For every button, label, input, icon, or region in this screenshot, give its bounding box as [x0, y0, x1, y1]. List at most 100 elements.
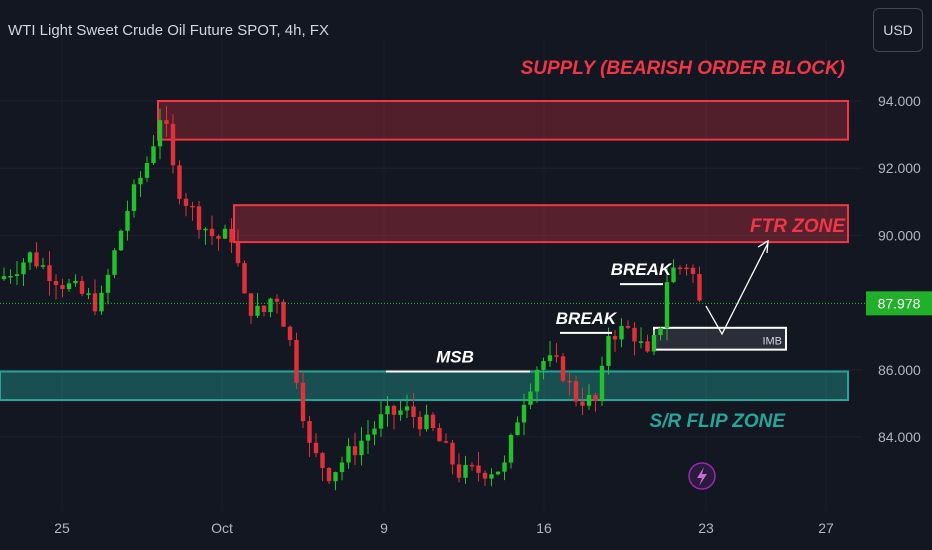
candle-down	[612, 336, 618, 340]
imb-label: IMB	[762, 336, 782, 348]
candle-up	[27, 252, 33, 263]
candle-down	[573, 381, 579, 402]
candle-down	[326, 467, 332, 482]
sr-flip-label: S/R FLIP ZONE	[650, 411, 787, 432]
candle-up	[66, 283, 72, 290]
candle-down	[287, 326, 293, 341]
candle-down	[170, 123, 176, 166]
candle-up	[385, 405, 390, 415]
candle-up	[144, 163, 150, 178]
candle-down	[567, 380, 572, 383]
candle-up	[40, 265, 46, 267]
x-tick-label: 9	[380, 520, 388, 536]
annotations: MSB BREAK BREAK	[0, 239, 866, 490]
candle-down	[417, 416, 423, 430]
x-tick-label: 27	[818, 520, 834, 536]
candle-down	[79, 281, 85, 294]
candle-up	[658, 327, 663, 336]
candle-down	[450, 442, 455, 465]
candle-up	[586, 394, 592, 406]
candle-up	[515, 422, 520, 435]
annotation-label: BREAK	[611, 260, 673, 279]
candle-up	[495, 471, 501, 475]
candle-down	[248, 293, 254, 316]
arrow-head	[757, 239, 769, 254]
candle-up	[619, 326, 624, 340]
last-price-tag	[866, 291, 932, 316]
candle-down	[443, 441, 449, 443]
candle-up	[541, 361, 546, 370]
candle-down	[34, 252, 39, 267]
candle-up	[86, 293, 91, 295]
candle-down	[684, 267, 689, 270]
candle-down	[60, 285, 65, 290]
candle-down	[190, 205, 195, 208]
candle-down	[554, 355, 559, 357]
ftr-zone-label: FTR ZONE	[750, 216, 846, 237]
last-price-label: 87.978	[878, 295, 921, 311]
candle-down	[274, 298, 280, 302]
x-tick-label: 25	[54, 520, 70, 536]
candle-up	[255, 305, 260, 316]
candle-up	[118, 230, 124, 251]
candle-down	[632, 327, 637, 342]
candle-up	[651, 335, 657, 352]
chart-title: WTI Light Sweet Crude Oil Future SPOT, 4…	[8, 22, 329, 39]
candle-down	[411, 406, 416, 417]
y-tick-label: 92.000	[878, 160, 921, 176]
candle-up	[606, 336, 611, 366]
candle-up	[339, 462, 345, 473]
candle-up	[112, 250, 117, 275]
candle-up	[671, 267, 676, 283]
candle-up	[105, 274, 111, 293]
candle-down	[242, 263, 247, 294]
candle-down	[92, 293, 98, 312]
candle-down	[47, 265, 52, 282]
candle-down	[456, 464, 462, 478]
candle-down	[307, 421, 312, 443]
supply-zone	[157, 100, 849, 141]
candle-down	[391, 405, 397, 415]
candle-up	[73, 281, 78, 284]
candle-down	[229, 228, 234, 243]
candle-up	[268, 298, 273, 313]
candle-up	[463, 464, 468, 478]
candle-up	[664, 282, 670, 328]
time-axis: 25 Oct 9 16 23 27	[54, 520, 834, 536]
annotation-label: BREAK	[556, 309, 618, 328]
candle-up	[528, 391, 533, 405]
candle-up	[404, 406, 410, 411]
candle-down	[625, 326, 631, 328]
grid	[0, 40, 862, 510]
candle-down	[320, 453, 325, 468]
candle-down	[235, 242, 241, 264]
candle-up	[222, 228, 228, 239]
currency-button[interactable]: USD	[873, 8, 923, 52]
candle-up	[14, 274, 20, 277]
candle-down	[300, 382, 306, 422]
candle-up	[157, 120, 163, 147]
candle-up	[359, 440, 364, 456]
candle-down	[313, 442, 319, 454]
candle-down	[352, 446, 358, 456]
candle-up	[365, 434, 371, 441]
y-tick-label: 90.000	[878, 227, 921, 243]
candle-down	[177, 165, 182, 199]
candle-down	[482, 472, 488, 479]
y-tick-label: 84.000	[878, 429, 921, 445]
candle-up	[502, 462, 507, 472]
candle-down	[164, 120, 169, 124]
y-tick-label: 94.000	[878, 93, 921, 109]
candle-up	[489, 474, 494, 479]
candle-down	[580, 401, 585, 406]
candle-up	[1, 276, 7, 280]
candle-up	[138, 177, 143, 185]
candle-up	[508, 434, 514, 463]
ftr-zone	[233, 204, 849, 244]
candle-up	[378, 414, 384, 429]
candle-down	[261, 305, 267, 313]
annotation-label: MSB	[436, 347, 474, 366]
candle-down	[294, 340, 299, 383]
zones: SUPPLY (BEARISH ORDER BLOCK) FTR ZONE S/R …	[0, 58, 849, 432]
